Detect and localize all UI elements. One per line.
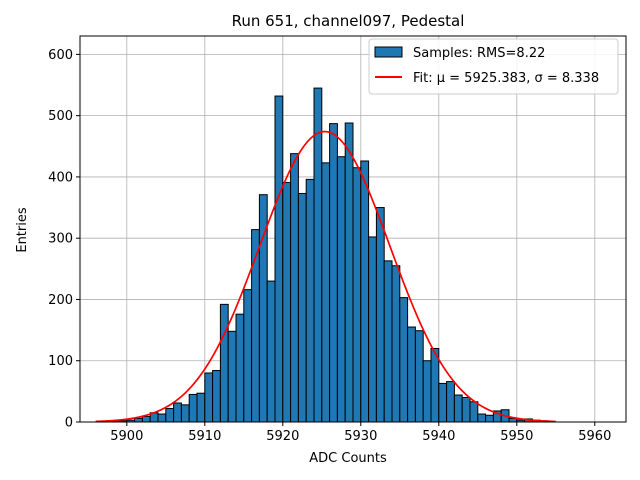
histogram-bar: [336, 156, 346, 423]
histogram-bar: [188, 393, 198, 423]
histogram-bar: [352, 167, 362, 423]
histogram-bar: [414, 330, 424, 423]
legend-fit-label: Fit: μ = 5925.383, σ = 8.338: [413, 71, 599, 86]
histogram-bar: [243, 289, 253, 423]
histogram-bar: [344, 122, 354, 423]
histogram-bar: [446, 381, 455, 423]
histogram-bar: [290, 153, 299, 423]
histogram-bar: [274, 95, 284, 423]
histogram-bar: [368, 236, 377, 423]
histogram-bar: [180, 404, 190, 423]
histogram-bar: [297, 192, 307, 423]
chart-title: Run 651, channel097, Pedestal: [232, 12, 465, 30]
legend: Samples: RMS=8.22 Fit: μ = 5925.383, σ =…: [368, 38, 619, 95]
x-tick-label: 5920: [266, 429, 299, 444]
histogram-bar: [438, 382, 448, 423]
histogram-bar: [430, 347, 440, 423]
histogram-bar: [235, 313, 245, 423]
histogram-bar: [212, 370, 221, 423]
x-tick-label: 5930: [344, 429, 377, 444]
y-tick-label: 400: [48, 170, 73, 185]
histogram-bar: [375, 207, 385, 423]
x-axis-label: ADC Counts: [309, 451, 387, 466]
y-tick-label: 0: [65, 416, 73, 431]
y-tick-label: 600: [48, 48, 73, 63]
histogram-bar: [407, 326, 416, 423]
y-tick-label: 200: [48, 293, 73, 308]
histogram-bar: [219, 303, 229, 423]
x-tick-label: 5950: [500, 429, 533, 444]
x-tick-label: 5910: [188, 429, 221, 444]
histogram-bar: [477, 413, 487, 423]
histogram-bar: [461, 396, 471, 423]
histogram-bar: [165, 408, 175, 423]
fit-curve-layer: [95, 130, 556, 423]
histogram-bar: [141, 415, 151, 423]
x-tick-label: 5960: [578, 429, 611, 444]
x-tick-label: 5940: [422, 429, 455, 444]
histogram-bar: [134, 417, 143, 423]
histogram-bar: [485, 414, 494, 423]
histogram-bar: [422, 360, 432, 423]
histogram-bar: [469, 401, 479, 423]
histogram-bar: [391, 265, 401, 423]
y-tick-label: 300: [48, 232, 73, 247]
y-tick-label: 500: [48, 109, 73, 124]
histogram-bar: [383, 260, 393, 423]
legend-box: [368, 38, 619, 95]
y-tick-label: 100: [48, 354, 73, 369]
histogram-bar: [173, 402, 182, 423]
legend-histogram-label: Samples: RMS=8.22: [413, 46, 545, 61]
histogram-bars: [110, 87, 549, 423]
x-tick-label: 5900: [110, 429, 143, 444]
histogram-bar: [266, 280, 276, 423]
histogram-bar: [313, 87, 323, 423]
histogram-bar: [305, 178, 315, 423]
fit-curve: [95, 130, 556, 423]
plot-frame: [79, 35, 627, 423]
histogram-bar: [399, 297, 409, 423]
y-axis-label: Entries: [15, 207, 30, 253]
histogram-bar: [204, 372, 214, 423]
legend-histogram-swatch: [374, 46, 403, 58]
histogram-bar: [227, 330, 237, 423]
histogram-bar: [329, 123, 338, 423]
histogram-bar: [360, 160, 370, 423]
histogram-bar: [196, 392, 206, 423]
axes: 5900 5910 5920 5930 5940 5950 5960 0 100 200 300 40…: [48, 35, 627, 444]
histogram-bar: [453, 394, 463, 423]
histogram-bar: [321, 162, 331, 423]
histogram-bar: [282, 181, 292, 423]
histogram-bar: [157, 413, 167, 423]
